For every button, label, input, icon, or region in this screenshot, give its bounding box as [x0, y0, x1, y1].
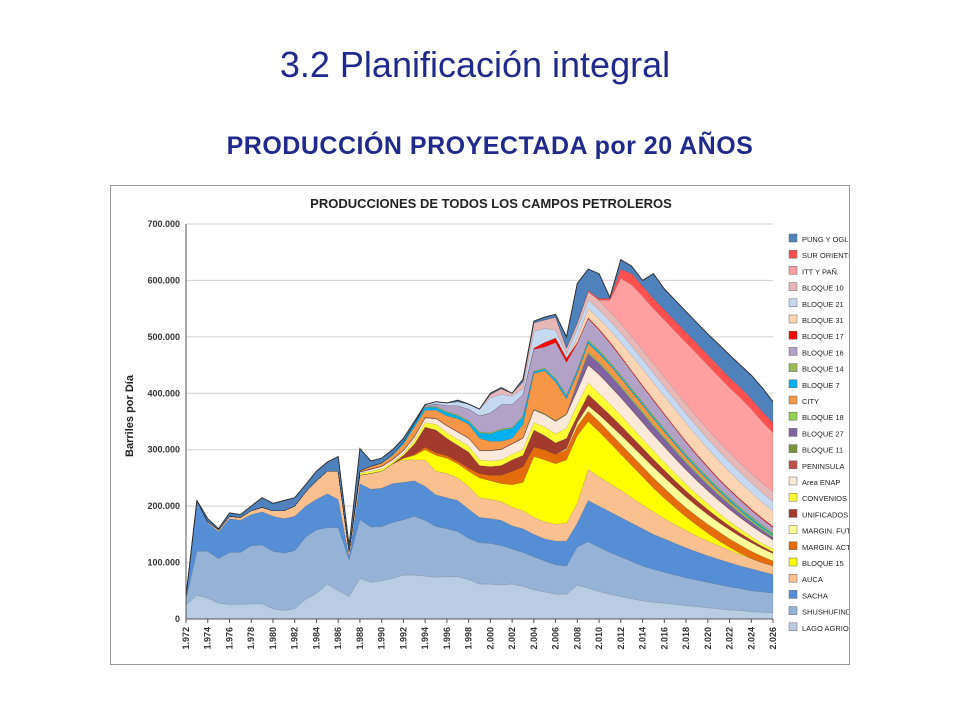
legend-label: SACHA: [802, 591, 828, 600]
x-tick-label: 1.996: [442, 627, 452, 650]
legend-swatch: [788, 298, 798, 308]
slide-subtitle: PRODUCCIÓN PROYECTADA por 20 AÑOS: [226, 132, 754, 160]
legend-label: PENINSULA: [802, 462, 845, 471]
x-tick-label: 2.014: [638, 627, 648, 650]
x-tick-label: 1.984: [311, 627, 321, 650]
y-tick-label: 500.000: [147, 332, 180, 342]
x-tick-label: 1.976: [224, 627, 234, 650]
legend-label: Area ENAP: [802, 478, 840, 487]
y-tick-label: 200.000: [147, 501, 180, 511]
legend-label: ITT Y PAÑ.: [802, 267, 839, 276]
x-tick-label: 2.022: [725, 627, 735, 650]
x-tick-label: 2.004: [529, 627, 539, 650]
x-tick-label: 2.016: [659, 627, 669, 650]
x-tick-label: 1.982: [290, 627, 300, 650]
legend-label: CONVENIOS: [802, 494, 847, 503]
x-tick-label: 2.006: [551, 627, 561, 650]
y-tick-label: 0: [175, 614, 180, 624]
total-outline: [185, 258, 774, 597]
x-tick-label: 2.024: [746, 627, 756, 650]
legend-label: BLOQUE 18: [802, 413, 844, 422]
legend-swatch: [788, 428, 798, 437]
legend-label: MARGIN. FUTURO: [802, 527, 849, 536]
y-tick-label: 100.000: [147, 558, 180, 568]
legend-swatch: [788, 509, 798, 518]
legend-swatch: [788, 622, 798, 632]
legend-swatch: [788, 379, 798, 389]
y-tick-label: 300.000: [147, 445, 180, 455]
x-tick-label: 1.998: [464, 627, 474, 650]
legend-label: UNIFICADOS: [802, 510, 848, 519]
x-tick-label: 1.978: [246, 627, 256, 650]
legend-label: BLOQUE 15: [802, 559, 844, 568]
x-tick-label: 1.990: [377, 627, 387, 650]
legend-swatch: [788, 411, 798, 421]
legend-swatch: [788, 573, 798, 583]
x-tick-label: 1.974: [203, 627, 213, 650]
legend-swatch: [788, 347, 798, 356]
legend-label: SUR ORIENTE: [802, 251, 849, 260]
legend-swatch: [788, 444, 798, 453]
legend-swatch: [788, 557, 798, 567]
legend-label: BLOQUE 10: [802, 284, 844, 293]
legend-label: LAGO AGRIO: [802, 624, 849, 633]
legend-swatch: [788, 363, 798, 372]
legend-swatch: [788, 590, 798, 599]
legend-label: BLOQUE 11: [802, 446, 843, 455]
y-axis-label: Barriles por Día: [124, 374, 136, 457]
y-tick-label: 400.000: [147, 388, 180, 398]
legend-swatch: [788, 476, 798, 486]
legend-swatch: [788, 266, 798, 275]
legend-label: CITY: [802, 397, 819, 406]
legend-label: PUNG Y OGL: [802, 235, 848, 244]
axes: 1.972 1.974 1.976 1.978 1.980 1.982 1.984 1.986…: [181, 224, 778, 650]
x-tick-label: 2.000: [485, 627, 495, 650]
legend-label: BLOQUE 27: [802, 429, 844, 438]
legend: PUNG Y OGL SUR ORIENTE ITT Y PAÑ. BLOQUE 10…: [788, 233, 849, 633]
x-tick-label: 1.980: [268, 627, 278, 650]
legend-swatch: [788, 282, 798, 291]
chart-container: PRODUCCIONES DE TODOS LOS CAMPOS PETROLE…: [110, 185, 850, 665]
legend-label: BLOQUE 21: [802, 300, 844, 309]
legend-swatch: [788, 460, 798, 470]
legend-label: BLOQUE 16: [802, 348, 844, 357]
x-tick-label: 2.018: [681, 627, 691, 650]
chart-title: PRODUCCIONES DE TODOS LOS CAMPOS PETROLE…: [310, 196, 672, 211]
legend-label: AUCA: [802, 575, 823, 584]
x-tick-label: 2.010: [594, 627, 604, 650]
legend-swatch: [788, 541, 798, 551]
x-tick-label: 1.994: [420, 627, 430, 650]
y-tick-label: 600.000: [147, 275, 180, 285]
x-tick-label: 2.008: [572, 627, 582, 650]
legend-label: SHUSHUFINDI: [802, 608, 849, 617]
legend-swatch: [788, 395, 798, 405]
legend-label: BLOQUE 17: [802, 332, 844, 341]
x-tick-label: 2.002: [507, 627, 517, 650]
legend-label: BLOQUE 14: [802, 365, 844, 374]
legend-swatch: [788, 233, 798, 243]
legend-swatch: [788, 330, 798, 340]
area-series: [185, 258, 774, 620]
legend-swatch: [788, 525, 798, 534]
y-tick-label: 700.000: [147, 219, 180, 229]
x-tick-label: 1.972: [181, 627, 191, 650]
x-tick-label: 1.986: [333, 627, 343, 650]
x-tick-label: 1.992: [398, 627, 408, 650]
x-tick-label: 2.020: [703, 627, 713, 650]
x-tick-label: 1.988: [355, 627, 365, 650]
x-tick-label: 2.026: [768, 627, 778, 650]
legend-swatch: [788, 249, 798, 259]
slide-title: 3.2 Planificación integral: [279, 44, 671, 85]
legend-swatch: [788, 314, 798, 324]
legend-swatch: [788, 492, 798, 502]
legend-label: BLOQUE 7: [802, 381, 840, 390]
legend-label: MARGIN. ACTUAL: [802, 543, 849, 552]
legend-swatch: [788, 606, 798, 615]
stacked-area-chart: PRODUCCIONES DE TODOS LOS CAMPOS PETROLE…: [124, 196, 849, 650]
legend-label: BLOQUE 31: [802, 316, 844, 325]
x-tick-label: 2.012: [616, 627, 626, 650]
